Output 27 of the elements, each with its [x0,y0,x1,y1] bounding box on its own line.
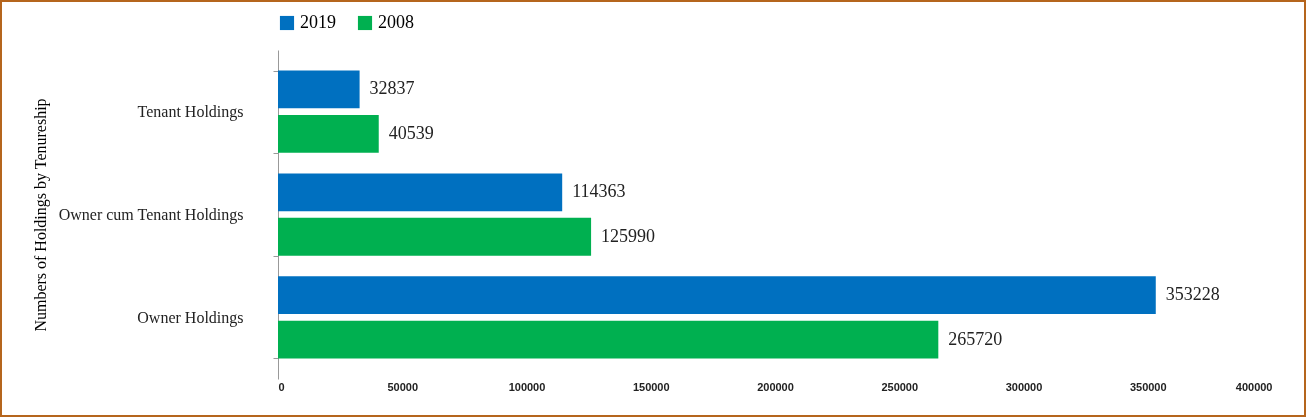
y-tick-label: Tenant Holdings [137,103,244,122]
data-label: 32837 [369,78,415,99]
data-label: 265720 [948,328,1003,349]
legend-label: 2019 [300,12,336,32]
bar [278,217,592,256]
x-tick-label: 300000 [1005,380,1043,393]
data-label: 353228 [1165,284,1220,305]
bar [278,276,1156,314]
bar [278,320,939,359]
x-tick-label: 0 [278,380,285,393]
x-tick-label: 100000 [508,380,546,393]
bar [278,70,360,109]
x-tick-label: 150000 [632,380,670,393]
x-tick-label: 350000 [1129,380,1167,393]
bar [278,115,379,153]
y-axis-title: Numbers of Holdings by Tenureship [31,98,50,332]
data-label: 40539 [388,122,434,143]
data-label: 114363 [572,181,626,202]
legend-label: 2008 [378,12,414,32]
y-tick-label: Owner cum Tenant Holdings [58,206,244,224]
data-label: 125990 [601,225,656,246]
x-tick-label: 50000 [387,380,419,393]
x-tick-label: 250000 [881,380,919,393]
y-tick-label: Owner Holdings [137,308,244,327]
x-tick-label: 400000 [1235,380,1273,393]
x-tick-label: 200000 [757,380,794,393]
bar [278,173,563,212]
